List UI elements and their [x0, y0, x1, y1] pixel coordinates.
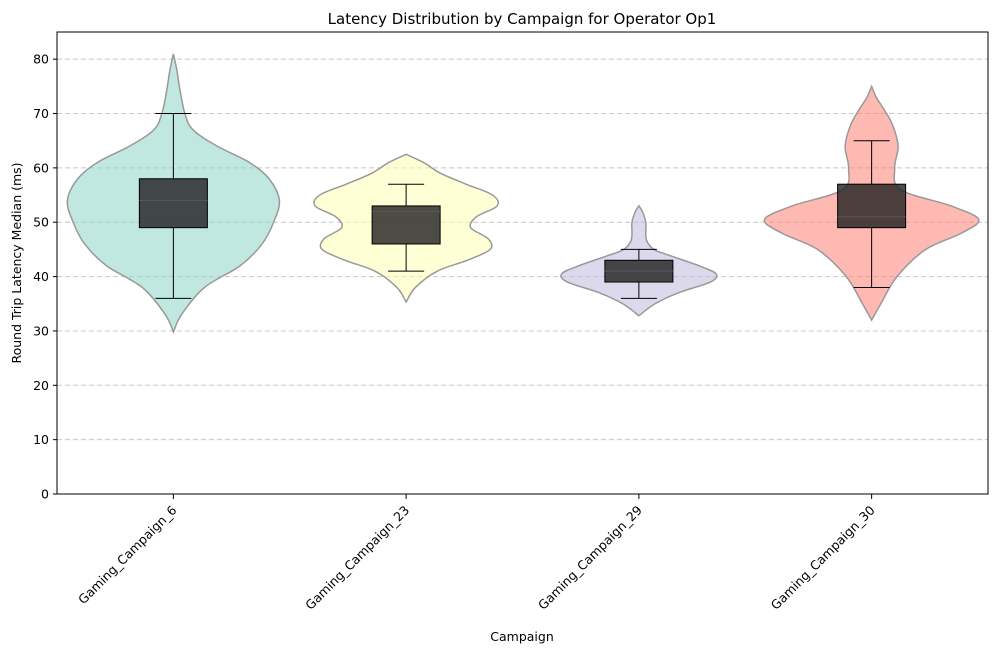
y-tick-label: 50	[33, 215, 49, 230]
iqr-box	[138, 178, 208, 229]
y-tick-label: 30	[33, 323, 49, 338]
iqr-box	[837, 183, 907, 229]
x-tick-label: Gaming_Campaign_23	[302, 503, 412, 613]
boxplot-1	[138, 113, 208, 299]
y-tick-label: 40	[33, 269, 49, 284]
chart-title: Latency Distribution by Campaign for Ope…	[328, 10, 717, 28]
y-tick-label: 10	[33, 432, 49, 447]
boxplot-layer	[138, 113, 907, 299]
x-tick-label: Gaming_Campaign_6	[75, 502, 180, 607]
boxplot-4	[837, 140, 907, 288]
boxplot-3	[604, 248, 674, 299]
y-tick-label: 0	[41, 487, 49, 502]
boxplot-2	[371, 183, 441, 272]
y-axis: 0 10 20 30 40 50 60 70 80	[33, 52, 57, 502]
x-tick-label: Gaming_Campaign_29	[535, 502, 645, 612]
y-tick-label: 60	[33, 160, 49, 175]
x-tick-label: Gaming_Campaign_30	[768, 502, 878, 612]
plot-frame	[56, 31, 989, 495]
y-tick-label: 70	[33, 106, 49, 121]
y-tick-label: 20	[33, 378, 49, 393]
x-axis-label: Campaign	[490, 629, 554, 644]
y-axis-label: Round Trip Latency Median (ms)	[9, 162, 24, 363]
iqr-box	[371, 205, 441, 245]
x-axis: Gaming_Campaign_6 Gaming_Campaign_23 Gamin…	[75, 494, 878, 613]
y-tick-label: 80	[33, 52, 49, 67]
